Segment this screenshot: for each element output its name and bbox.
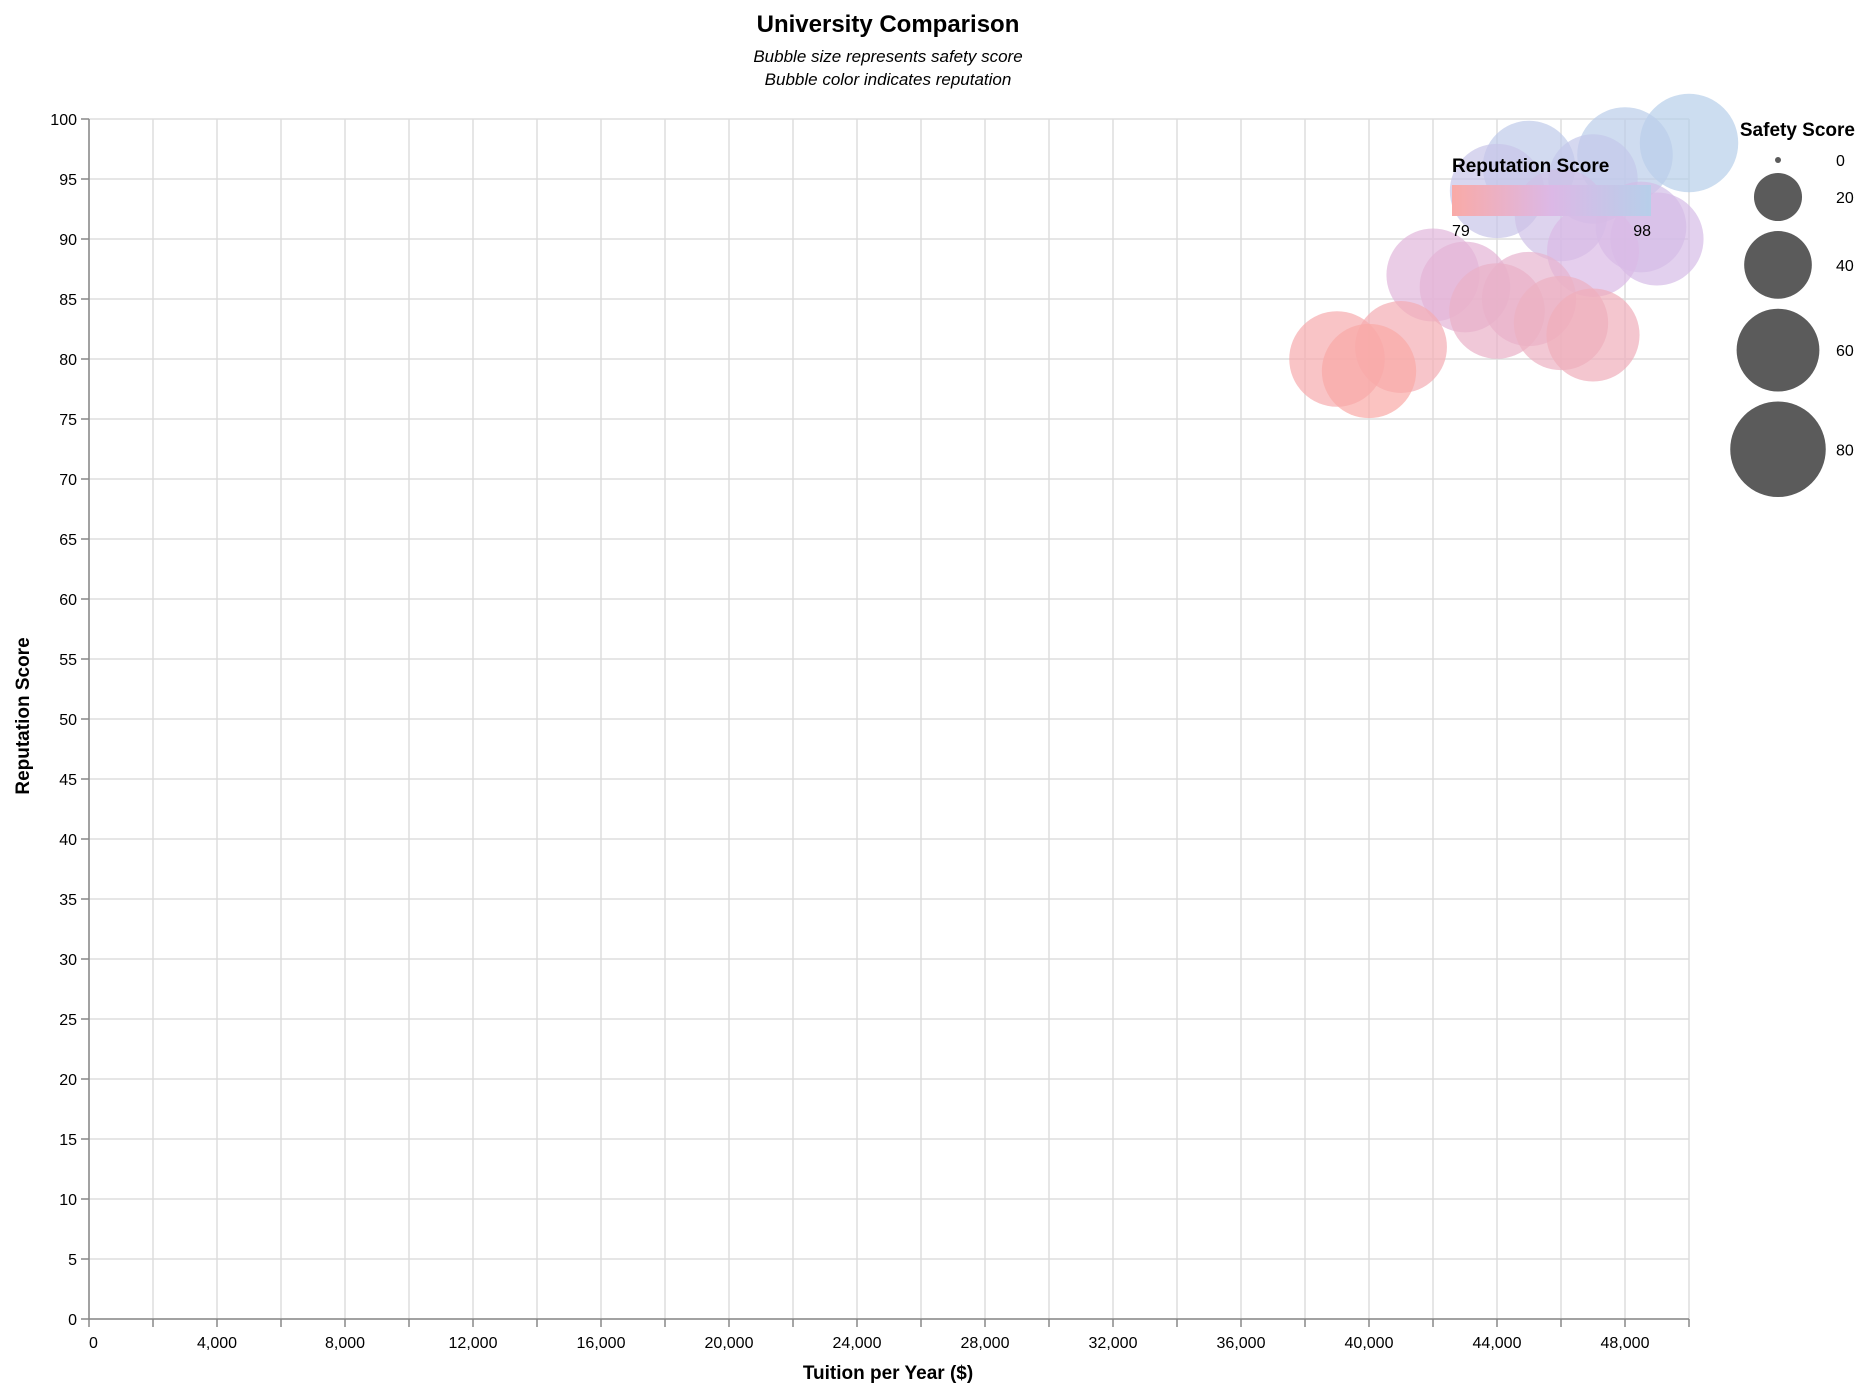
x-tick-label: 32,000 — [1089, 1335, 1138, 1352]
x-tick-label: 0 — [89, 1335, 98, 1352]
y-tick-label: 20 — [59, 1072, 77, 1089]
y-tick-label: 100 — [50, 112, 77, 129]
x-tick-label: 8,000 — [325, 1335, 365, 1352]
y-tick-label: 60 — [59, 592, 77, 609]
y-tick-label: 35 — [59, 892, 77, 909]
x-tick-label: 16,000 — [577, 1335, 626, 1352]
size-legend-bubble — [1753, 173, 1803, 222]
y-tick-label: 50 — [59, 712, 77, 729]
bubble-point — [1321, 323, 1417, 419]
size-legend-bubble — [1730, 401, 1826, 498]
y-tick-label: 30 — [59, 952, 77, 969]
color-legend-title: Reputation Score — [1452, 156, 1609, 177]
chart-subtitle-line-2: Bubble color indicates reputation — [765, 70, 1012, 89]
size-legend-bubble — [1744, 231, 1812, 299]
y-tick-label: 75 — [59, 412, 77, 429]
y-tick-label: 5 — [68, 1252, 77, 1269]
x-tick-label: 28,000 — [961, 1335, 1010, 1352]
size-legend-label: 40 — [1836, 258, 1854, 275]
x-tick-label: 48,000 — [1601, 1335, 1650, 1352]
bubble-point — [1546, 288, 1640, 382]
y-tick-label: 40 — [59, 832, 77, 849]
x-tick-label: 12,000 — [449, 1335, 498, 1352]
y-tick-label: 10 — [59, 1192, 77, 1209]
y-tick-label: 0 — [68, 1312, 77, 1329]
y-tick-label: 85 — [59, 292, 77, 309]
size-legend-title: Safety Score — [1740, 120, 1855, 141]
axes: 0 4,000 8,000 12,000 16,000 20,000 24,000 28,00… — [50, 112, 1690, 1352]
y-tick-label: 95 — [59, 172, 77, 189]
size-legend-bubble — [1736, 308, 1820, 392]
size-legend: Safety Score 0 20 40 60 80 — [1730, 120, 1855, 498]
y-tick-label: 25 — [59, 1012, 77, 1029]
x-tick-label: 44,000 — [1473, 1335, 1522, 1352]
bubble-point — [1547, 205, 1639, 297]
chart-subtitle-line-1: Bubble size represents safety score — [753, 47, 1022, 66]
y-tick-label: 70 — [59, 472, 77, 489]
x-tick-label: 24,000 — [833, 1335, 882, 1352]
x-tick-label: 20,000 — [705, 1335, 754, 1352]
y-axis-title: Reputation Score — [13, 637, 34, 794]
y-tick-label: 90 — [59, 232, 77, 249]
y-tick-label: 55 — [59, 652, 77, 669]
size-legend-label: 80 — [1836, 442, 1854, 459]
grid-lines — [88, 118, 1690, 1320]
color-legend-gradient — [1452, 185, 1651, 216]
x-tick-label: 36,000 — [1217, 1335, 1266, 1352]
color-legend: Reputation Score 79 98 — [1452, 156, 1651, 240]
x-tick-label: 4,000 — [197, 1335, 237, 1352]
size-legend-bubble — [1775, 157, 1781, 163]
size-legend-label: 20 — [1836, 190, 1854, 207]
x-axis-title: Tuition per Year ($) — [803, 1363, 973, 1384]
x-tick-label: 40,000 — [1345, 1335, 1394, 1352]
size-legend-label: 0 — [1836, 153, 1845, 170]
chart-title: University Comparison — [757, 11, 1020, 38]
y-tick-label: 45 — [59, 772, 77, 789]
size-legend-label: 60 — [1836, 343, 1854, 360]
y-tick-label: 80 — [59, 352, 77, 369]
color-legend-max-label: 98 — [1633, 223, 1651, 240]
color-legend-min-label: 79 — [1452, 223, 1470, 240]
y-tick-label: 65 — [59, 532, 77, 549]
bubbles — [1289, 93, 1739, 419]
y-tick-label: 15 — [59, 1132, 77, 1149]
